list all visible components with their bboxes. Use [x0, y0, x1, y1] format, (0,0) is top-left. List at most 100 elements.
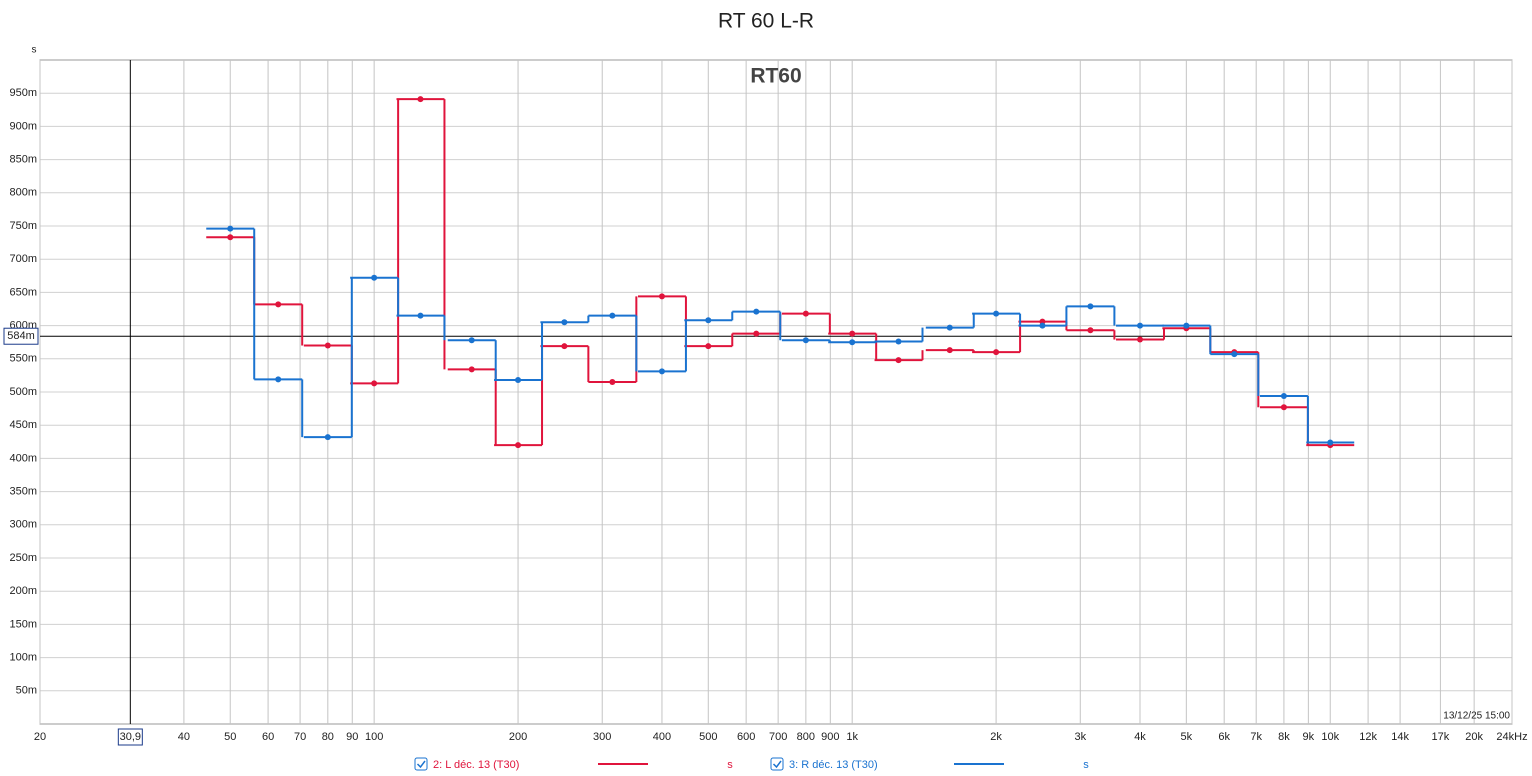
point: [946, 324, 953, 331]
y-tick-label: 150m: [9, 618, 37, 630]
point: [993, 310, 1000, 317]
y-tick-label: 200m: [9, 585, 37, 597]
point: [802, 337, 809, 344]
point: [1280, 392, 1287, 399]
x-tick-label: 500: [699, 731, 717, 743]
x-tick-label: 80: [322, 731, 334, 743]
cursor-y-label: 584m: [7, 330, 35, 342]
x-tick-label: 12k: [1359, 731, 1377, 743]
point: [658, 368, 665, 375]
point: [324, 434, 331, 441]
x-tick-label: 17k: [1432, 731, 1450, 743]
x-tick-label: 9k: [1303, 731, 1315, 743]
timestamp: 13/12/25 15:00: [1443, 711, 1510, 722]
x-tick-label: 700: [769, 731, 787, 743]
legend-label: 3: R déc. 13 (T30): [789, 759, 878, 771]
point: [895, 338, 902, 345]
point: [275, 376, 282, 383]
x-tick-label: 800: [797, 731, 815, 743]
point: [658, 293, 665, 300]
point: [895, 357, 902, 364]
point: [227, 225, 234, 232]
y-tick-label: 700m: [9, 253, 37, 265]
point: [802, 310, 809, 317]
legend-check: [772, 760, 782, 769]
point: [1087, 303, 1094, 310]
point: [609, 379, 616, 386]
y-tick-label: 350m: [9, 486, 37, 498]
series: [206, 225, 1355, 446]
y-tick-label: 50m: [16, 685, 37, 697]
point: [1137, 322, 1144, 329]
point: [275, 301, 282, 308]
y-tick-label: 100m: [9, 652, 37, 664]
x-tick-label: 20k: [1465, 731, 1483, 743]
x-tick-label: 200: [509, 731, 527, 743]
x-tick-label: 8k: [1278, 731, 1290, 743]
y-tick-label: 950m: [9, 87, 37, 99]
point: [705, 317, 712, 324]
point: [371, 380, 378, 387]
x-tick-label: 600: [737, 731, 755, 743]
y-tick-label: 550m: [9, 353, 37, 365]
point: [371, 274, 378, 281]
point: [946, 347, 953, 354]
x-tick-label: 90: [346, 731, 358, 743]
point: [1137, 336, 1144, 343]
y-tick-label: 400m: [9, 452, 37, 464]
plot-label: RT60: [750, 65, 801, 88]
x-tick-label: 100: [365, 731, 383, 743]
cursor-x-box: [117, 728, 143, 746]
legend-checkbox: [414, 757, 428, 771]
point: [1231, 351, 1238, 358]
point: [849, 330, 856, 337]
point: [515, 442, 522, 449]
point: [849, 339, 856, 346]
point: [753, 330, 760, 337]
point: [1183, 322, 1190, 329]
x-tick-label: 4k: [1134, 731, 1146, 743]
y-tick-label: 750m: [9, 220, 37, 232]
point: [993, 349, 1000, 356]
point: [561, 343, 568, 350]
y-tick-label: 850m: [9, 154, 37, 166]
x-tick-label: 14k: [1391, 731, 1409, 743]
y-tick-label: 650m: [9, 286, 37, 298]
y-unit: s: [32, 45, 37, 56]
legend-unit: s: [1083, 759, 1089, 771]
cursor-x-label: 30,9: [120, 731, 141, 743]
x-tick-label: 3k: [1074, 731, 1086, 743]
y-tick-label: 800m: [9, 187, 37, 199]
x-tick-label: 60: [262, 731, 274, 743]
point: [468, 366, 475, 373]
point: [1087, 327, 1094, 334]
x-tick-label: 20: [34, 731, 46, 743]
legend-check: [416, 760, 426, 769]
legend-checkbox: [770, 757, 784, 771]
x-tick-label: 1k: [846, 731, 858, 743]
point: [417, 312, 424, 319]
point: [227, 234, 234, 241]
x-tick-label: 10k: [1321, 731, 1339, 743]
point: [1327, 439, 1334, 446]
x-tick-label: 2k: [990, 731, 1002, 743]
point: [753, 308, 760, 315]
x-tick-label: 900: [821, 731, 839, 743]
grid: [39, 60, 1513, 724]
point: [515, 377, 522, 384]
point: [417, 96, 424, 103]
point: [609, 312, 616, 319]
chart-title: RT 60 L-R: [718, 10, 814, 33]
point: [468, 337, 475, 344]
legend-item[interactable]: 3: R déc. 13 (T30) s: [770, 757, 1089, 771]
x-tick-label: 70: [294, 731, 306, 743]
legend-item[interactable]: 2: L déc. 13 (T30) s: [414, 757, 733, 771]
legend-unit: s: [727, 759, 733, 771]
point: [1039, 322, 1046, 329]
x-tick-label: 50: [224, 731, 236, 743]
y-tick-label: 250m: [9, 552, 37, 564]
legend-label: 2: L déc. 13 (T30): [433, 759, 519, 771]
x-tick-label: 6k: [1218, 731, 1230, 743]
point: [561, 319, 568, 326]
point: [705, 343, 712, 350]
